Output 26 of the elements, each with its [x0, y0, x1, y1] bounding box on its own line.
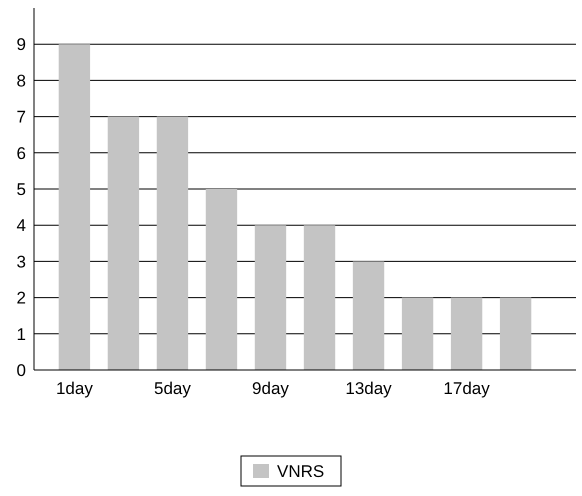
y-tick-label: 2	[16, 288, 26, 308]
x-tick-label: 1day	[56, 379, 94, 398]
y-tick-label: 6	[16, 144, 26, 163]
y-tick-label: 9	[16, 35, 26, 54]
legend-label: VNRS	[277, 462, 324, 481]
y-tick-label: 3	[16, 252, 26, 272]
bar	[254, 225, 286, 370]
bar	[156, 116, 188, 370]
y-tick-label: 8	[16, 71, 26, 90]
bar	[58, 44, 90, 370]
y-tick-label: 1	[16, 324, 26, 344]
x-tick-label: 9day	[252, 379, 290, 398]
x-tick-label: 13day	[345, 379, 392, 398]
y-tick-label: 5	[16, 180, 26, 199]
bar	[206, 189, 238, 370]
bar	[450, 298, 482, 370]
x-tick-label: 17day	[443, 379, 490, 398]
y-tick-label: 7	[16, 108, 26, 127]
bar	[108, 116, 140, 370]
x-tick-label: 5day	[154, 379, 192, 398]
y-tick-label: 0	[16, 360, 26, 380]
bar	[352, 261, 384, 370]
y-tick-label: 4	[16, 216, 26, 236]
bar	[402, 298, 434, 370]
bar	[500, 298, 532, 370]
bar	[304, 225, 336, 370]
